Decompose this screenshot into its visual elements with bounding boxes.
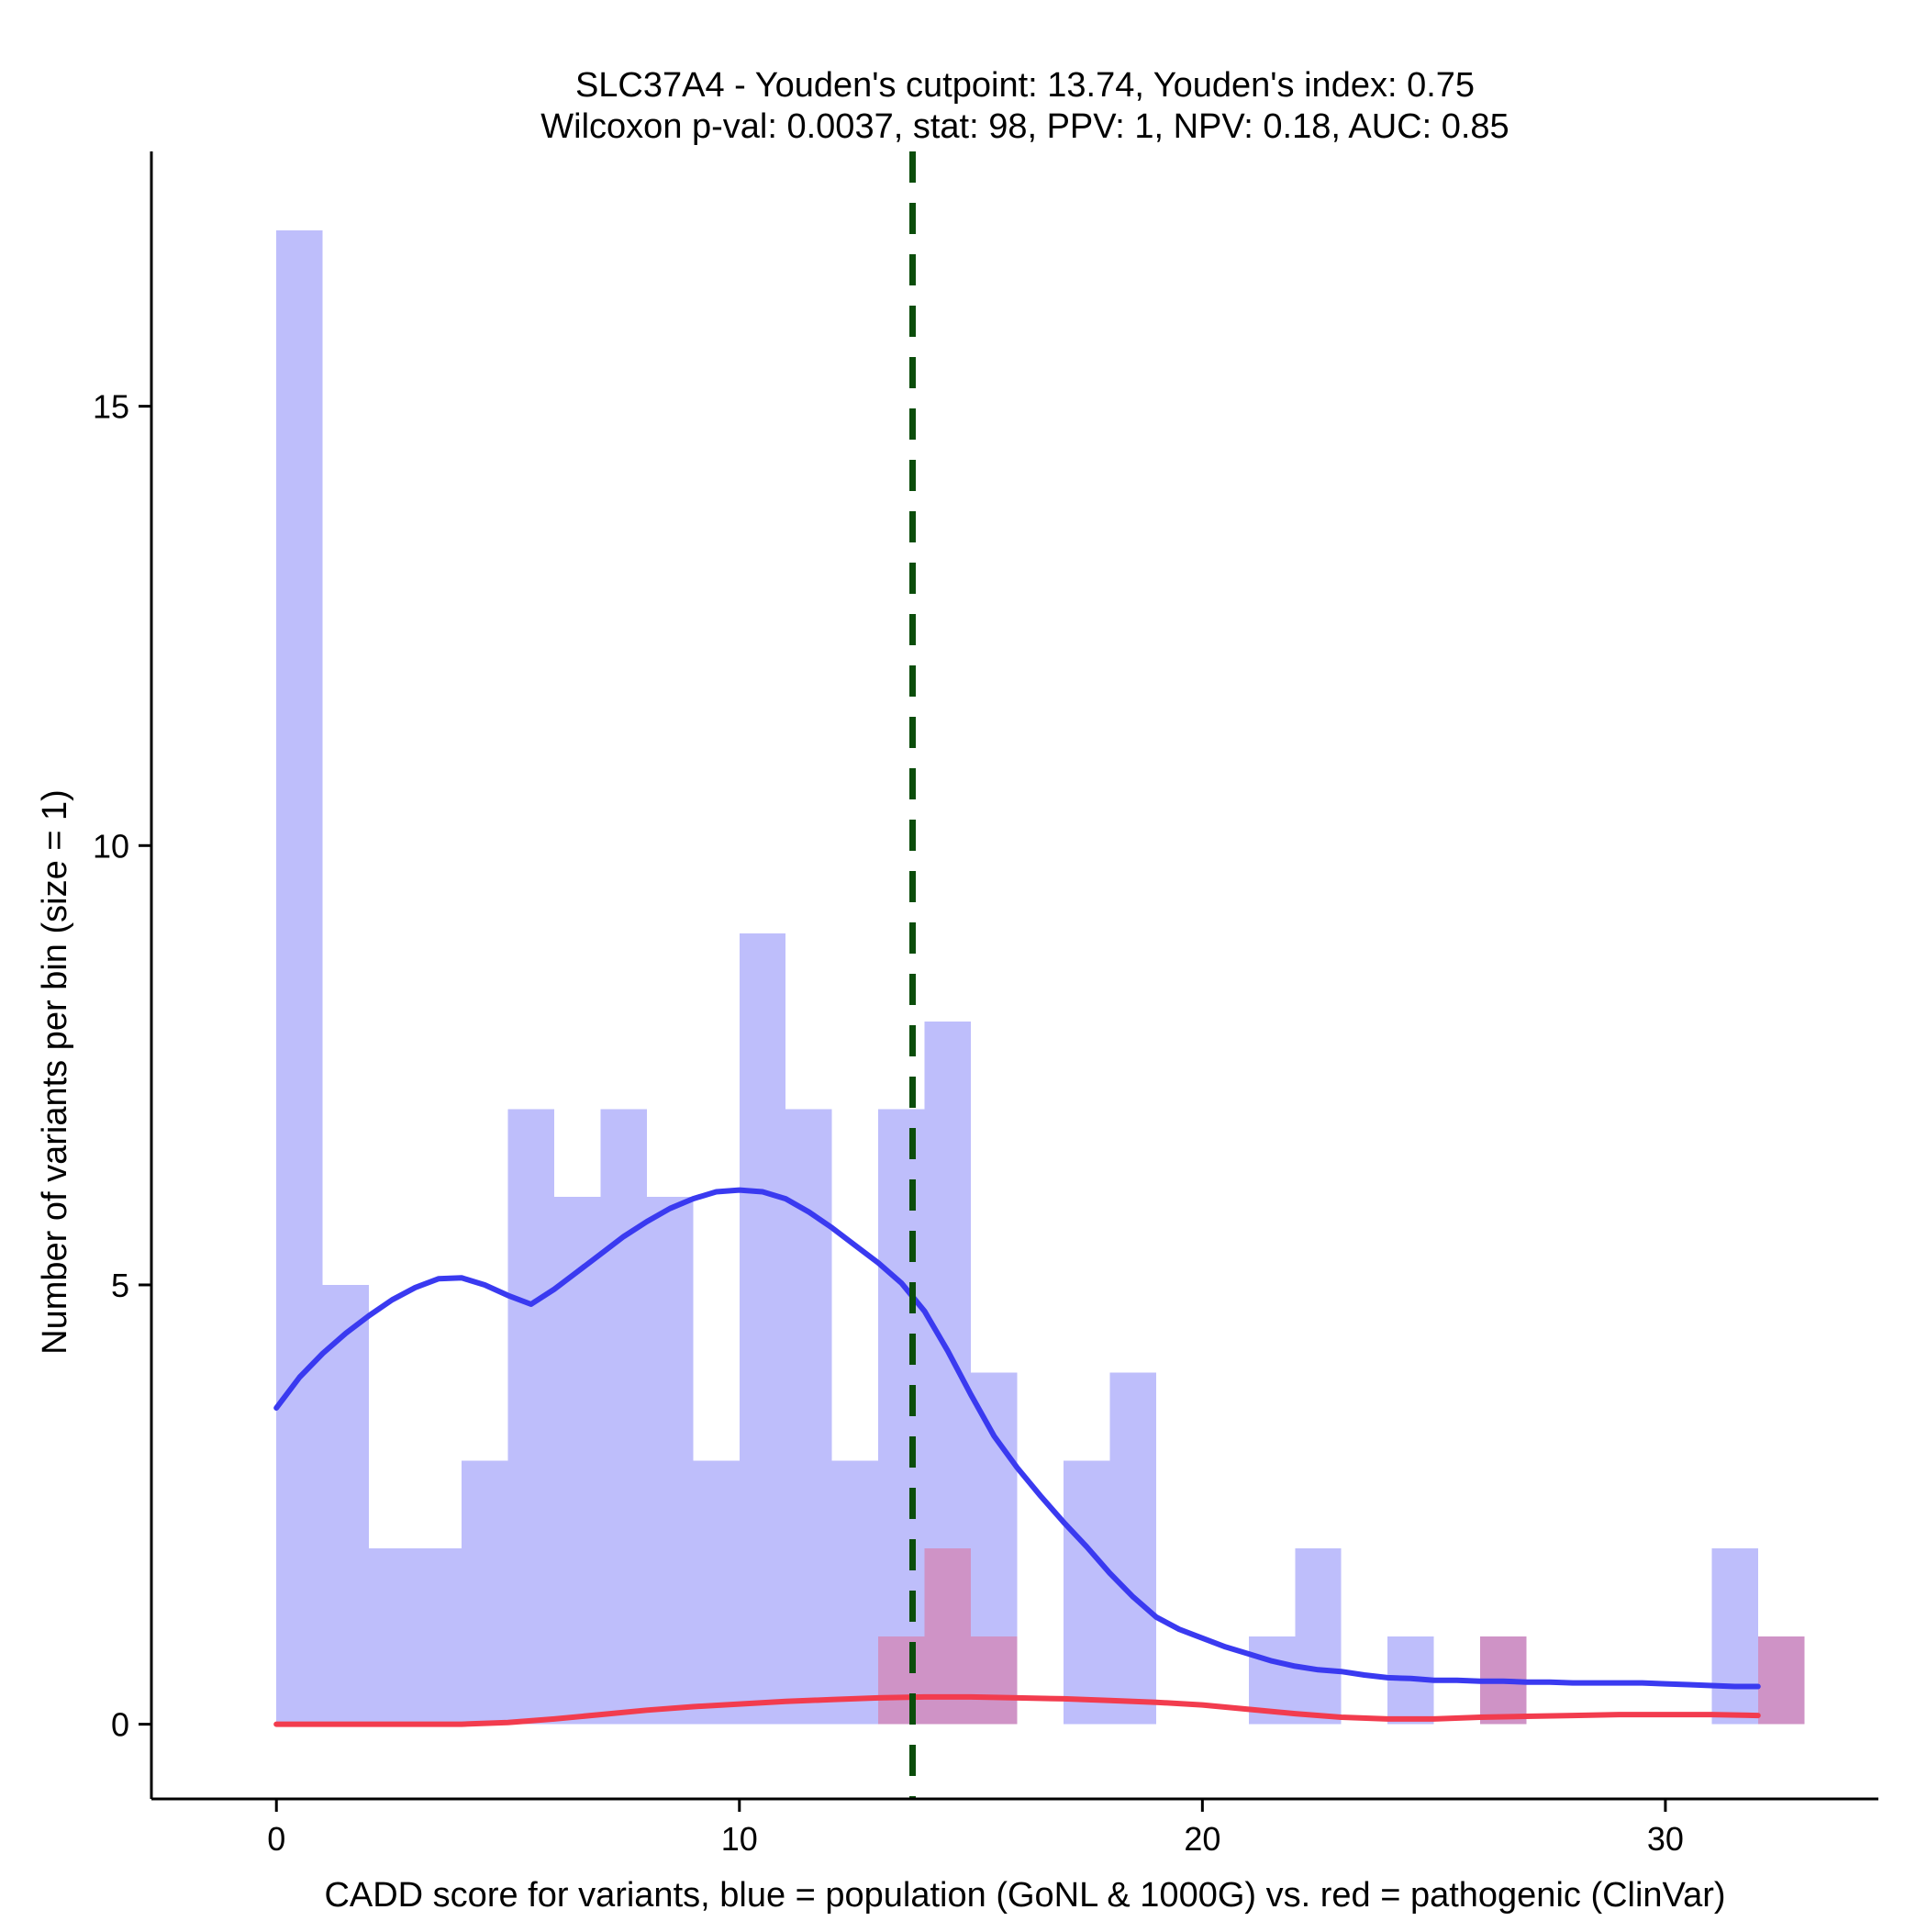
pathogenic-bar (1757, 1636, 1805, 1725)
population-bar (553, 1197, 601, 1725)
population-bar (739, 933, 786, 1725)
population-bar (1109, 1372, 1156, 1725)
x-tick-label: 20 (1184, 1820, 1220, 1858)
x-axis-label: CADD score for variants, blue = populati… (324, 1876, 1725, 1915)
pathogenic-bar (878, 1636, 925, 1725)
chart-title-line2: Wilcoxon p-val: 0.0037, stat: 98, PPV: 1… (540, 107, 1509, 146)
y-tick-label: 10 (93, 827, 129, 865)
population-bar (322, 1284, 370, 1725)
population-bar (600, 1109, 647, 1725)
population-bar (1295, 1548, 1342, 1725)
density-lines (273, 151, 1761, 1799)
y-axis-label: Number of variants per bin (size = 1) (36, 789, 74, 1355)
chart-title-line1: SLC37A4 - Youden's cutpoint: 13.74, Youd… (575, 66, 1475, 105)
population-bar (878, 1109, 925, 1725)
pathogenic-bar (971, 1636, 1018, 1725)
population-bar (369, 1548, 416, 1725)
population-bar (415, 1548, 462, 1725)
x-tick-label: 0 (267, 1820, 285, 1858)
population-density-line (273, 1187, 1761, 1690)
population-bar (462, 1460, 508, 1725)
x-tick-label: 30 (1647, 1820, 1684, 1858)
population-bar (1711, 1548, 1758, 1725)
x-tick-label: 10 (721, 1820, 758, 1858)
population-bar (507, 1109, 554, 1725)
population-bar (831, 1460, 879, 1725)
population-bar (1063, 1460, 1110, 1725)
population-bar (276, 230, 323, 1725)
population-bar (646, 1197, 694, 1725)
population-bar (693, 1460, 740, 1725)
y-tick-label: 0 (111, 1706, 129, 1744)
axes: 0 10 20 30 0 5 10 15 (93, 151, 1878, 1858)
pathogenic-density-line (273, 1693, 1761, 1727)
y-tick-label: 15 (93, 388, 129, 426)
y-tick-label: 5 (111, 1267, 129, 1304)
histogram-bars (276, 230, 1805, 1725)
